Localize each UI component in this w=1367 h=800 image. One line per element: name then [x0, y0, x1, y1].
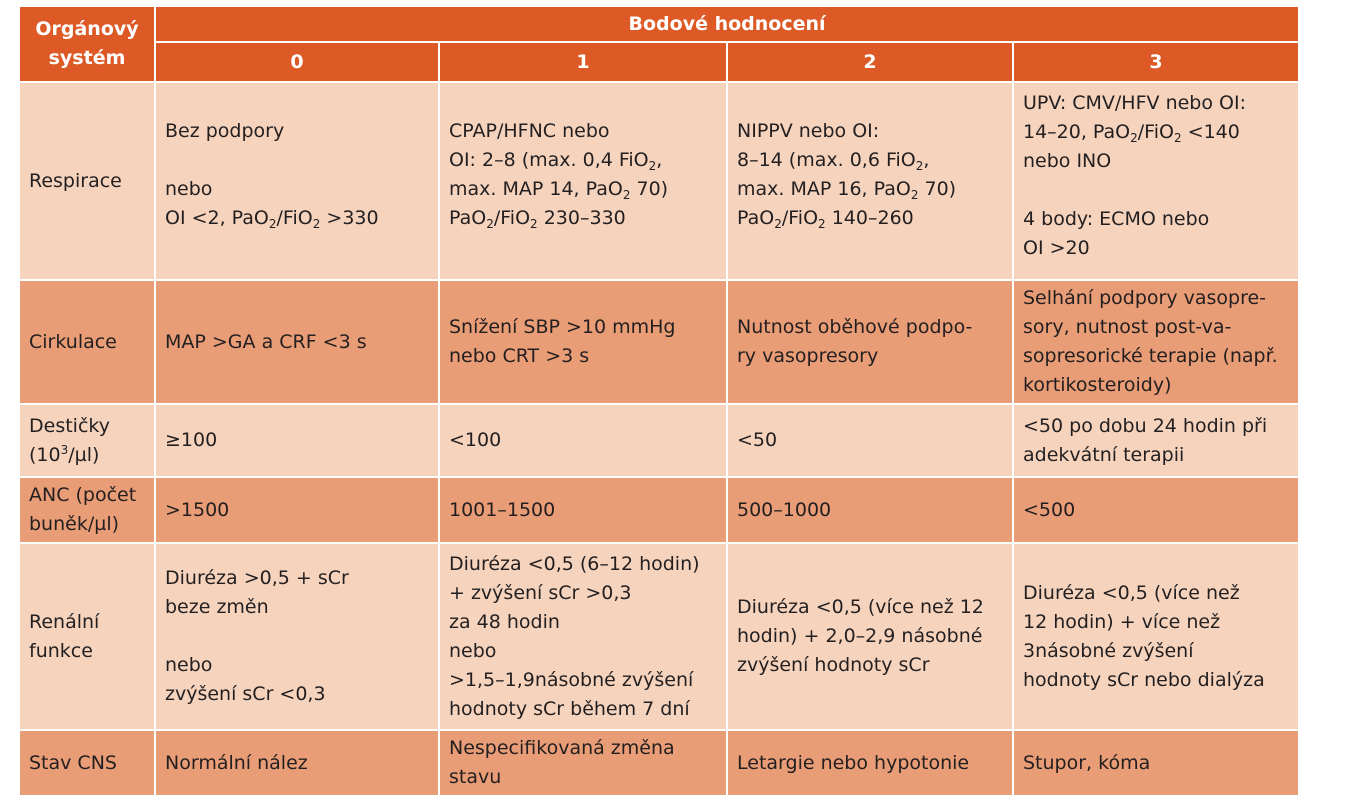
row-cns: Stav CNS Normální nález Nespecifikovaná … [18, 729, 1301, 797]
row-label: Respirace [18, 81, 156, 281]
cell-score-1: Snížení SBP >10 mmHg nebo CRT >3 s [438, 279, 728, 405]
cell-score-1: <100 [438, 403, 728, 478]
scoring-table: Orgánový systém Bodové hodnocení 0 1 2 3… [18, 5, 1301, 797]
cell-score-0: MAP >GA a CRF <3 s [154, 279, 440, 405]
header-score-1: 1 [438, 41, 728, 83]
cell-score-2: Diuréza <0,5 (více než 12 hodin) + 2,0–2… [726, 542, 1014, 731]
row-desticky: Destičky (103/µl) ≥100 <100 <50 <50 po d… [18, 403, 1301, 478]
cell-score-0: Diuréza >0,5 + sCr beze změn nebo zvýšen… [154, 542, 440, 731]
cell-score-3: Diuréza <0,5 (více než 12 hodin) + více … [1011, 542, 1301, 731]
cell-score-0: Normální nález [154, 729, 440, 797]
cell-score-1: Nespecifikovaná změna stavu [438, 729, 728, 797]
header-score-2: 2 [726, 41, 1014, 83]
row-label: Destičky (103/µl) [18, 403, 156, 478]
cell-score-3: Stupor, kóma [1011, 729, 1301, 797]
cell-score-3: <50 po dobu 24 hodin při adekvátní terap… [1011, 403, 1301, 478]
cell-score-1: 1001–1500 [438, 476, 728, 544]
row-respirace: Respirace Bez podpory nebo OI <2, PaO2/F… [18, 81, 1301, 281]
cell-score-0: >1500 [154, 476, 440, 544]
cell-score-2: <50 [726, 403, 1014, 478]
header-scoring: Bodové hodnocení [153, 5, 1301, 43]
cell-score-0: Bez podpory nebo OI <2, PaO2/FiO2 >330 [154, 81, 440, 281]
cell-score-2: NIPPV nebo OI: 8–14 (max. 0,6 FiO2, max.… [726, 81, 1014, 281]
cell-score-2: Letargie nebo hypotonie [726, 729, 1014, 797]
cell-score-1: CPAP/HFNC nebo OI: 2–8 (max. 0,4 FiO2, m… [438, 81, 728, 281]
cell-score-0: ≥100 [154, 403, 440, 478]
cell-score-2: 500–1000 [726, 476, 1014, 544]
cell-score-1: Diuréza <0,5 (6–12 hodin) + zvýšení sCr … [438, 542, 728, 731]
row-cirkulace: Cirkulace MAP >GA a CRF <3 s Snížení SBP… [18, 279, 1301, 405]
header-organ-system: Orgánový systém [18, 5, 156, 83]
row-anc: ANC (počet buněk/µl) >1500 1001–1500 500… [18, 476, 1301, 544]
row-label: ANC (počet buněk/µl) [18, 476, 156, 544]
header-score-0: 0 [154, 41, 440, 83]
row-label: Renální funkce [18, 542, 156, 731]
header-score-3: 3 [1011, 41, 1301, 83]
row-label: Cirkulace [18, 279, 156, 405]
cell-score-3: <500 [1011, 476, 1301, 544]
cell-score-3: UPV: CMV/HFV nebo OI: 14–20, PaO2/FiO2 <… [1011, 81, 1301, 281]
row-label: Stav CNS [18, 729, 156, 797]
cell-score-2: Nutnost oběhové podpo- ry vasopresory [726, 279, 1014, 405]
row-renalni: Renální funkce Diuréza >0,5 + sCr beze z… [18, 542, 1301, 731]
cell-score-3: Selhání podpory vasopre- sory, nutnost p… [1011, 279, 1301, 405]
